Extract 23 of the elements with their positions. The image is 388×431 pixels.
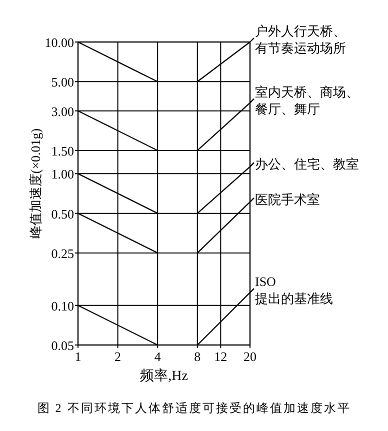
- x-axis-title: 频率,Hz: [140, 368, 188, 384]
- x-tick-label: 2: [114, 349, 122, 364]
- y-tick-label: 0.10: [51, 298, 74, 314]
- caption: 图 2 不同环境下人体舒适度可接受的峰值加速度水平: [37, 401, 351, 415]
- y-axis-title: 峰值加速度(×0.01g): [28, 128, 43, 239]
- legend-label: 医院手术室: [255, 192, 320, 207]
- y-tick-label: 1.00: [51, 166, 74, 182]
- y-tick-label: 0.50: [51, 206, 74, 222]
- y-tick-label: 0.05: [51, 338, 74, 353]
- y-tick-label: 5.00: [51, 74, 74, 90]
- y-tick-label: 10.00: [44, 35, 74, 50]
- x-tick-label: 4: [154, 349, 162, 364]
- x-tick-label: 20: [244, 349, 256, 364]
- x-tick-label: 8: [194, 349, 201, 364]
- x-tick-label: 12: [214, 349, 228, 364]
- x-tick-label: 1: [74, 349, 82, 364]
- legend-label: 办公、住宅、教室: [255, 156, 359, 172]
- y-tick-label: 3.00: [51, 104, 74, 119]
- legend-label: 室内天桥、商场、餐厅、舞厅: [255, 84, 359, 116]
- y-tick-label: 0.25: [51, 246, 74, 261]
- y-tick-label: 1.50: [51, 143, 74, 158]
- legend-label: 户外人行天桥、有节奏运动场所: [255, 24, 346, 56]
- legend-label: ISO 提出的基准线: [255, 274, 333, 306]
